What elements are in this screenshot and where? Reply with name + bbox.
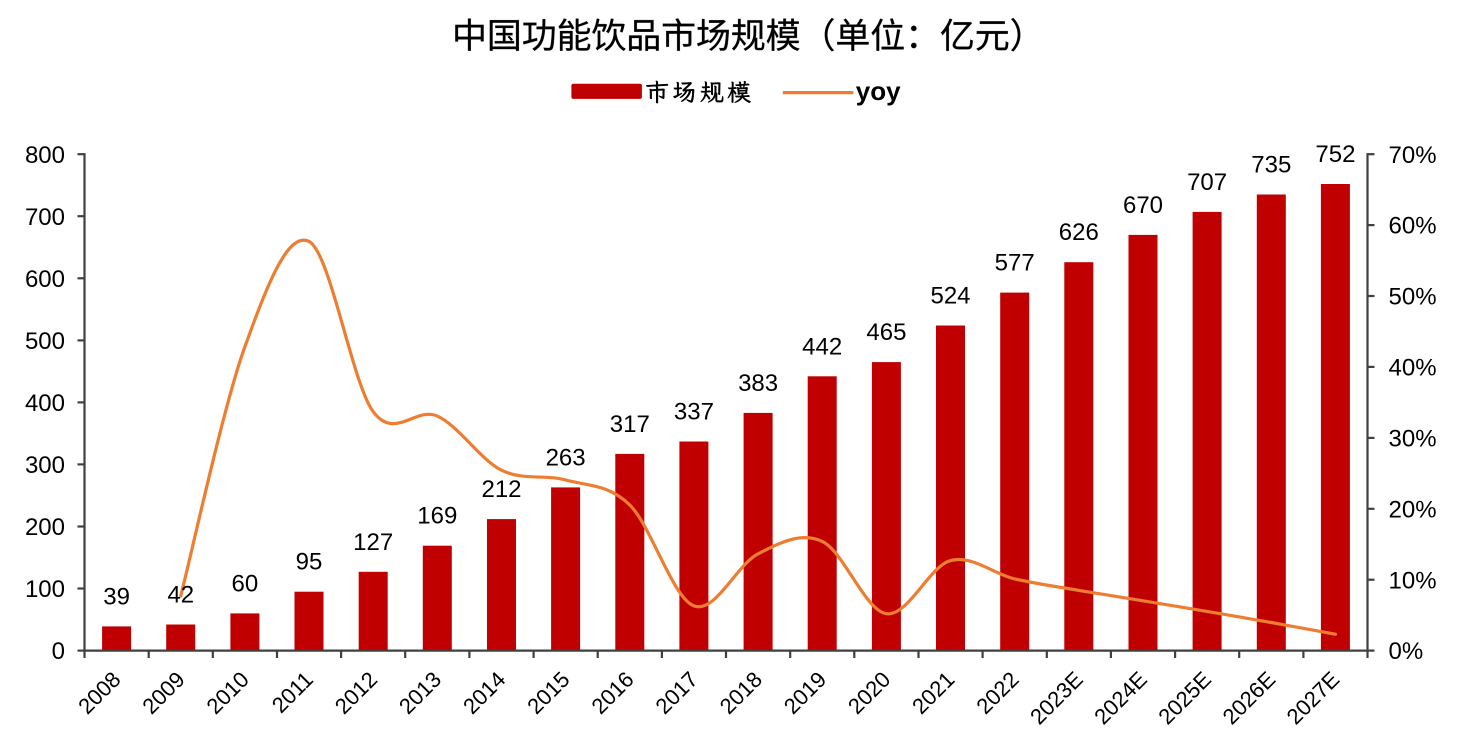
svg-text:670: 670 (1123, 192, 1163, 219)
svg-text:127: 127 (353, 529, 393, 556)
svg-text:10%: 10% (1389, 567, 1437, 594)
svg-text:212: 212 (481, 476, 521, 503)
svg-text:442: 442 (802, 333, 842, 360)
svg-text:0%: 0% (1389, 638, 1424, 665)
svg-text:20%: 20% (1389, 496, 1437, 523)
svg-text:700: 700 (25, 204, 65, 231)
svg-text:100: 100 (25, 576, 65, 603)
svg-text:200: 200 (25, 514, 65, 541)
svg-text:0: 0 (52, 638, 65, 665)
svg-text:400: 400 (25, 390, 65, 417)
svg-text:465: 465 (866, 319, 906, 346)
svg-text:263: 263 (546, 444, 586, 471)
svg-text:42: 42 (167, 582, 194, 609)
svg-text:337: 337 (674, 399, 714, 426)
svg-text:60%: 60% (1389, 213, 1437, 240)
svg-text:50%: 50% (1389, 284, 1437, 311)
svg-text:524: 524 (930, 283, 970, 310)
svg-text:yoy: yoy (856, 76, 901, 106)
svg-text:40%: 40% (1389, 355, 1437, 382)
svg-text:30%: 30% (1389, 426, 1437, 453)
svg-text:626: 626 (1059, 219, 1099, 246)
svg-text:70%: 70% (1389, 142, 1437, 169)
svg-text:707: 707 (1187, 169, 1227, 196)
svg-text:383: 383 (738, 370, 778, 397)
svg-text:735: 735 (1251, 152, 1291, 179)
svg-text:95: 95 (296, 549, 323, 576)
svg-text:39: 39 (103, 583, 130, 610)
svg-text:600: 600 (25, 266, 65, 293)
svg-text:500: 500 (25, 328, 65, 355)
svg-text:169: 169 (417, 503, 457, 530)
svg-text:577: 577 (995, 250, 1035, 277)
svg-text:800: 800 (25, 142, 65, 169)
svg-text:300: 300 (25, 452, 65, 479)
svg-text:60: 60 (232, 570, 259, 597)
svg-text:317: 317 (610, 411, 650, 438)
svg-text:752: 752 (1315, 141, 1355, 168)
